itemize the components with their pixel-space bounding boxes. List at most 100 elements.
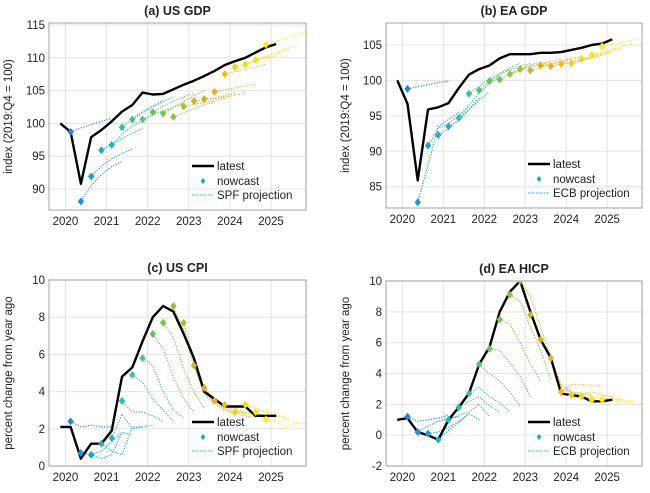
y-tick-label: 115	[27, 20, 45, 32]
nowcast-marker	[496, 315, 503, 324]
x-tick-label: 2020	[53, 472, 79, 484]
plot-area	[397, 281, 642, 444]
nowcast-marker	[170, 302, 177, 311]
y-tick-label: 0	[39, 461, 45, 473]
axes-box	[385, 22, 643, 209]
x-tick-label: 2022	[135, 216, 161, 228]
y-tick-label: 2	[376, 399, 382, 411]
y-tick-label: 2	[39, 424, 45, 436]
nowcast-marker	[231, 62, 239, 71]
y-tick-label: 90	[32, 184, 45, 196]
nowcast-marker	[506, 290, 514, 299]
nowcast-marker	[465, 389, 473, 398]
latest-line	[397, 281, 613, 441]
nowcast-marker	[98, 439, 105, 448]
nowcast-marker	[190, 97, 198, 106]
nowcast-marker	[67, 417, 74, 426]
nowcast-marker	[455, 403, 462, 412]
nowcast-marker	[108, 434, 115, 443]
y-tick-label: 6	[376, 338, 382, 350]
latest-line	[396, 38, 613, 182]
panel-2: 2020 2021 2022 2023 2024 2025 85 90 95 100 105 (b) …	[340, 4, 643, 226]
y-axis-label: index (2019:Q4 = 100)	[3, 59, 15, 174]
latest-line	[60, 304, 277, 460]
legend-label: latest	[553, 159, 581, 171]
nowcast-marker	[445, 122, 452, 131]
nowcast-marker	[557, 60, 565, 69]
nowcast-marker	[129, 370, 136, 379]
projection-line	[489, 348, 531, 397]
y-tick-label: 100	[26, 118, 45, 130]
projection-line	[437, 412, 480, 441]
y-tick-label: 105	[363, 40, 382, 52]
nowcast-marker	[221, 70, 228, 79]
axes-box	[48, 279, 307, 467]
legend-label: nowcast	[217, 432, 260, 444]
legend-nowcast-swatch	[536, 176, 542, 182]
nowcast-marker	[598, 395, 606, 404]
projection-line	[121, 99, 164, 128]
y-tick-label: 85	[369, 182, 382, 194]
projection-line	[70, 420, 112, 428]
nowcast-marker	[252, 408, 259, 417]
nowcast-marker	[414, 428, 421, 437]
legend-label: ECB projection	[553, 446, 630, 458]
nowcast-marker	[496, 75, 503, 84]
y-axis-label: percent change from year ago	[340, 297, 352, 450]
y-axis-label: percent change from year ago	[3, 296, 15, 449]
legend-label: nowcast	[553, 174, 596, 186]
legend: latest nowcast SPF projection	[192, 417, 292, 458]
panel-4: 2020 2021 2022 2023 2024 2025 -2 0 2 4 6 8 10 (d) EA …	[340, 262, 643, 484]
projection-line	[90, 431, 133, 460]
nowcast-marker	[455, 113, 462, 122]
y-tick-label: 8	[376, 307, 382, 319]
nowcast-marker	[139, 354, 146, 363]
nowcast-marker	[578, 55, 585, 64]
nowcast-marker	[139, 115, 146, 124]
projection-line	[162, 322, 205, 409]
projection-line	[234, 55, 277, 68]
nowcast-marker	[598, 42, 606, 51]
nowcast-marker	[77, 197, 85, 206]
nowcast-marker	[98, 146, 105, 155]
projection-line	[417, 111, 460, 203]
projection-line	[80, 160, 123, 202]
projection-line	[591, 43, 633, 56]
y-tick-label: 8	[39, 312, 45, 324]
x-tick-label: 2024	[553, 472, 579, 484]
projection-line	[458, 75, 501, 119]
axes-box	[385, 280, 643, 467]
projection-line	[407, 80, 449, 90]
legend: latest nowcast ECB projection	[528, 159, 630, 200]
nowcast-marker	[537, 61, 544, 70]
x-tick-label: 2024	[217, 472, 243, 484]
x-tick-label: 2023	[176, 216, 202, 228]
nowcast-marker	[475, 360, 483, 369]
nowcast-marker	[404, 412, 411, 421]
y-tick-label: 10	[32, 275, 45, 287]
legend-nowcast-swatch	[536, 434, 542, 440]
projection-line	[90, 148, 133, 177]
projection-line	[530, 57, 572, 72]
nowcast-marker	[242, 400, 249, 409]
nowcast-marker	[180, 318, 187, 327]
nowcast-marker	[568, 391, 575, 400]
projection-line	[427, 104, 470, 146]
nowcast-marker	[231, 408, 239, 417]
projection-line	[255, 44, 297, 61]
chart-title: (b) EA GDP	[481, 4, 548, 18]
nowcast-marker	[445, 415, 452, 424]
nowcast-marker	[77, 448, 85, 457]
legend-label: SPF projection	[217, 446, 292, 458]
chart-title: (d) EA HICP	[479, 262, 549, 276]
projection-line	[581, 47, 623, 60]
nowcast-marker	[527, 310, 534, 319]
nowcast-marker	[221, 400, 228, 409]
legend-label: latest	[553, 417, 581, 429]
nowcast-marker	[588, 395, 596, 404]
projection-line	[101, 128, 143, 151]
nowcast-marker	[170, 112, 177, 121]
nowcast-marker	[465, 89, 473, 98]
nowcast-marker	[475, 86, 483, 95]
